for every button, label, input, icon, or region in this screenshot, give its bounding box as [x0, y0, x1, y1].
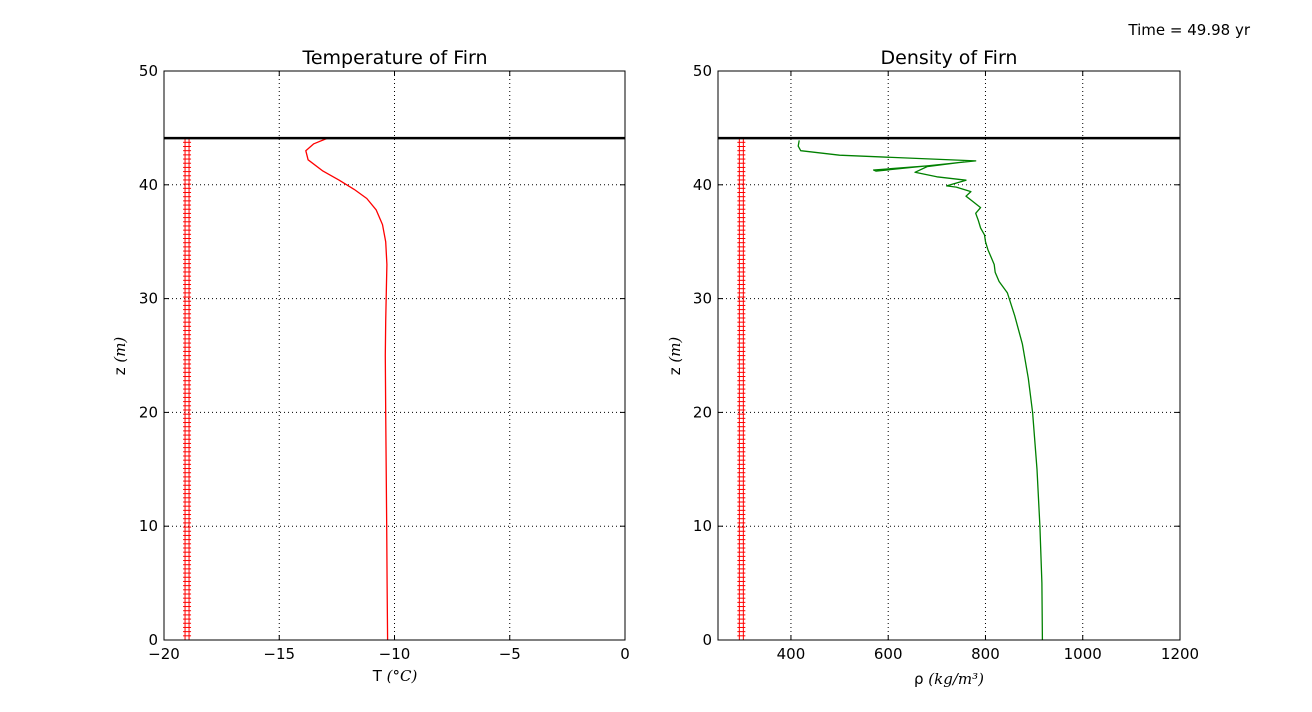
- time-label: Time = 49.98 yr: [1127, 21, 1250, 39]
- density-y-tick-label-3: 30: [693, 290, 712, 308]
- temperature-x-tick-label-0: −20: [148, 645, 180, 663]
- temperature-x-tick-label-2: −10: [379, 645, 411, 663]
- density-y-tick-label-0: 0: [702, 631, 712, 649]
- density-axes-frame: [717, 70, 1181, 641]
- density-x-tick-label-1: 600: [874, 645, 903, 663]
- density-y-ticks: 0 10 20 30 40 50: [693, 62, 1180, 649]
- density-x-ticks: 400 600 800 1000 1200: [777, 71, 1199, 663]
- temperature-x-ticks: −20 −15 −10 −5 0: [148, 71, 630, 663]
- density-series: [797, 140, 1044, 641]
- temperature-y-tick-label-0: 0: [148, 631, 158, 649]
- temperature-y-tick-label-2: 20: [139, 403, 158, 421]
- density-y-tick-label-1: 10: [693, 517, 712, 535]
- temperature-title: Temperature of Firn: [301, 47, 487, 69]
- density-y-tick-label-2: 20: [693, 403, 712, 421]
- temperature-y-tick-label-5: 50: [139, 62, 158, 80]
- density-layer-markers: [737, 137, 746, 641]
- temperature-x-tick-label-3: −5: [499, 645, 521, 663]
- density-profile-line-0: [797, 140, 1044, 641]
- temperature-x-tick-label-1: −15: [263, 645, 295, 663]
- temperature-grid: [164, 71, 625, 640]
- density-grid: [718, 71, 1180, 640]
- temperature-y-tick-label-3: 30: [139, 290, 158, 308]
- temperature-profile-line-0: [305, 137, 389, 641]
- temperature-layer-markers: [183, 137, 192, 641]
- density-y-tick-label-4: 40: [693, 176, 712, 194]
- temperature-y-ticks: 0 10 20 30 40 50: [139, 62, 625, 649]
- temperature-series: [305, 137, 389, 641]
- temperature-x-tick-label-4: 0: [620, 645, 630, 663]
- density-x-tick-label-3: 1000: [1064, 645, 1102, 663]
- temperature-y-label: z (m): [111, 337, 129, 376]
- density-y-tick-label-5: 50: [693, 62, 712, 80]
- density-panel: Density of Firn 400 600 800 1000 1200 0 10 20 3…: [666, 47, 1199, 688]
- density-y-label: z (m): [666, 337, 684, 376]
- density-x-tick-label-0: 400: [777, 645, 806, 663]
- temperature-y-tick-label-1: 10: [139, 517, 158, 535]
- temperature-y-tick-label-4: 40: [139, 176, 158, 194]
- density-x-tick-label-2: 800: [971, 645, 1000, 663]
- density-title: Density of Firn: [881, 47, 1018, 69]
- density-x-label: ρ (kg/m³): [914, 670, 984, 688]
- density-x-tick-label-4: 1200: [1161, 645, 1199, 663]
- temperature-x-label: T (°C): [372, 667, 418, 685]
- temperature-panel: Temperature of Firn −20 −15 −10 −5 0 0 10 20 30…: [111, 47, 630, 685]
